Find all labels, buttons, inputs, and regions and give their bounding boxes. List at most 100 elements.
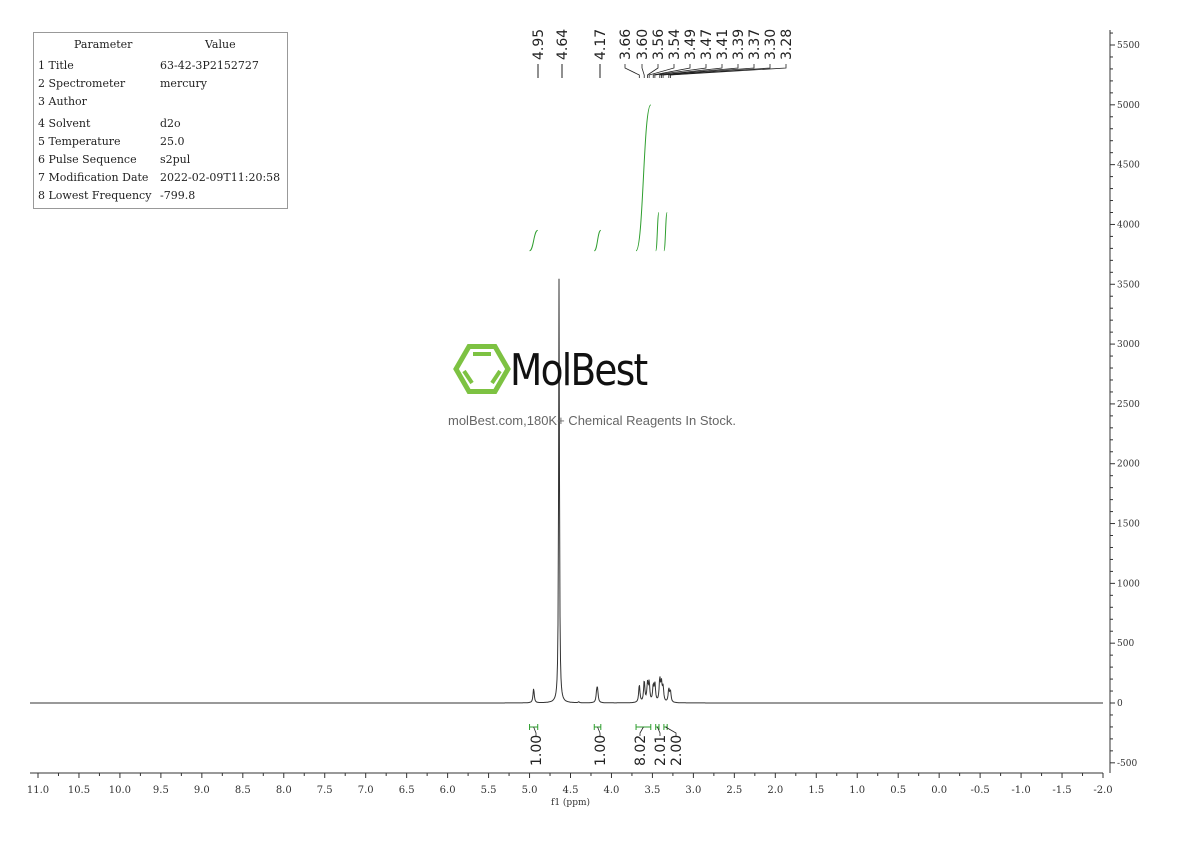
peak-leader-line bbox=[641, 64, 645, 78]
spectrum-line bbox=[30, 278, 1103, 704]
param-name: 8 Lowest Frequency bbox=[38, 189, 152, 202]
param-name: 5 Temperature bbox=[38, 135, 121, 148]
x-tick-label: 0.5 bbox=[890, 785, 906, 796]
x-tick-label: -1.5 bbox=[1052, 785, 1071, 796]
watermark-tagline: molBest.com,180K+ Chemical Reagents In S… bbox=[448, 413, 736, 428]
y-tick-label: 1000 bbox=[1117, 579, 1140, 589]
integral-leader-line bbox=[665, 726, 677, 736]
x-tick-label: 3.5 bbox=[644, 785, 660, 796]
param-name: 1 Title bbox=[38, 59, 74, 72]
param-name: 7 Modification Date bbox=[38, 171, 149, 184]
x-tick-label: 7.5 bbox=[317, 785, 333, 796]
peak-label: 3.30 bbox=[763, 29, 779, 60]
x-tick-label: 6.0 bbox=[440, 785, 456, 796]
param-name: 3 Author bbox=[38, 95, 87, 108]
param-name: 2 Spectrometer bbox=[38, 77, 126, 90]
logo-bond-icon bbox=[462, 369, 474, 385]
x-tick-label: 3.0 bbox=[685, 785, 701, 796]
peak-leader-line bbox=[661, 64, 739, 78]
peak-label: 3.54 bbox=[667, 29, 683, 60]
peak-label: 3.41 bbox=[715, 29, 731, 60]
integral-curve bbox=[663, 211, 668, 252]
param-value: d2o bbox=[160, 117, 181, 130]
x-tick-label: 11.0 bbox=[27, 785, 49, 796]
integral-leader-line bbox=[597, 726, 601, 736]
peak-label: 3.37 bbox=[747, 29, 763, 60]
x-tick-label: 7.0 bbox=[358, 785, 374, 796]
integral-curve bbox=[593, 229, 602, 252]
x-tick-label: -0.5 bbox=[970, 785, 989, 796]
watermark-brand: MolBest bbox=[510, 345, 648, 396]
hexagon-logo-icon bbox=[453, 343, 511, 395]
integral-value: 2.00 bbox=[669, 735, 685, 766]
y-tick-label: 5500 bbox=[1117, 41, 1140, 51]
x-tick-label: 9.5 bbox=[153, 785, 169, 796]
y-tick-label: 5000 bbox=[1117, 101, 1140, 111]
param-value: 25.0 bbox=[160, 135, 185, 148]
param-value: 63-42-3P2152727 bbox=[160, 59, 259, 72]
logo-bond-icon bbox=[490, 369, 502, 385]
peak-label: 3.47 bbox=[699, 29, 715, 60]
y-tick-label: 2500 bbox=[1117, 400, 1140, 410]
x-axis-label: f1 (ppm) bbox=[551, 797, 590, 808]
peak-leader-line bbox=[648, 64, 675, 78]
peak-label: 4.17 bbox=[593, 29, 609, 60]
y-tick-label: 3500 bbox=[1117, 280, 1140, 290]
x-tick-label: -2.0 bbox=[1093, 785, 1112, 796]
integral-leader-line bbox=[533, 726, 537, 736]
peak-leader-line bbox=[654, 64, 707, 78]
y-tick-label: 4000 bbox=[1117, 220, 1140, 230]
y-tick-label: -500 bbox=[1117, 759, 1137, 769]
parameter-table: Parameter Value 1 Title 63-42-3P2152727 2 … bbox=[33, 32, 288, 209]
peak-label: 3.28 bbox=[779, 29, 795, 60]
x-tick-label: 5.5 bbox=[481, 785, 497, 796]
peak-leader-line bbox=[624, 64, 640, 78]
x-tick-label: 8.5 bbox=[235, 785, 251, 796]
x-tick-label: 4.0 bbox=[604, 785, 620, 796]
y-tick-label: 1500 bbox=[1117, 520, 1140, 530]
x-tick-label: 2.5 bbox=[726, 785, 742, 796]
integral-value: 2.01 bbox=[653, 735, 669, 766]
param-name: 6 Pulse Sequence bbox=[38, 153, 137, 166]
integral-value: 8.02 bbox=[633, 735, 649, 766]
peak-leader-line bbox=[659, 64, 723, 78]
peak-leader-line bbox=[670, 64, 787, 78]
y-tick-label: 4500 bbox=[1117, 161, 1140, 171]
integral-curve bbox=[635, 104, 652, 252]
integral-leader-line bbox=[656, 726, 661, 736]
x-tick-label: 4.5 bbox=[563, 785, 579, 796]
x-tick-label: 9.0 bbox=[194, 785, 210, 796]
param-value: s2pul bbox=[160, 153, 191, 166]
param-value: 2022-02-09T11:20:58 bbox=[160, 171, 281, 184]
peak-label: 4.95 bbox=[531, 29, 547, 60]
x-tick-label: 1.5 bbox=[808, 785, 824, 796]
x-tick-label: -1.0 bbox=[1011, 785, 1030, 796]
integral-leader-line bbox=[639, 726, 644, 736]
peak-label: 4.64 bbox=[555, 29, 571, 60]
x-tick-label: 2.0 bbox=[767, 785, 783, 796]
x-tick-label: 10.0 bbox=[109, 785, 131, 796]
y-tick-label: 500 bbox=[1117, 639, 1134, 649]
y-tick-label: 0 bbox=[1117, 699, 1123, 709]
value-header: Value bbox=[205, 38, 236, 51]
integral-curve bbox=[655, 211, 660, 252]
x-tick-label: 8.0 bbox=[276, 785, 292, 796]
param-value: mercury bbox=[160, 77, 207, 90]
peak-label: 3.49 bbox=[683, 29, 699, 60]
x-tick-label: 6.5 bbox=[399, 785, 415, 796]
x-tick-label: 10.5 bbox=[68, 785, 90, 796]
peak-label: 3.39 bbox=[731, 29, 747, 60]
param-name: 4 Solvent bbox=[38, 117, 91, 130]
integral-value: 1.00 bbox=[593, 735, 609, 766]
param-value: -799.8 bbox=[160, 189, 196, 202]
y-tick-label: 2000 bbox=[1117, 460, 1140, 470]
x-tick-label: 1.0 bbox=[849, 785, 865, 796]
peak-label: 3.60 bbox=[635, 29, 651, 60]
x-tick-label: 5.0 bbox=[522, 785, 538, 796]
peak-label: 3.56 bbox=[651, 29, 667, 60]
y-tick-label: 3000 bbox=[1117, 340, 1140, 350]
peak-label: 3.66 bbox=[618, 29, 634, 60]
peak-leader-line bbox=[662, 64, 755, 78]
peak-leader-line bbox=[647, 64, 659, 78]
